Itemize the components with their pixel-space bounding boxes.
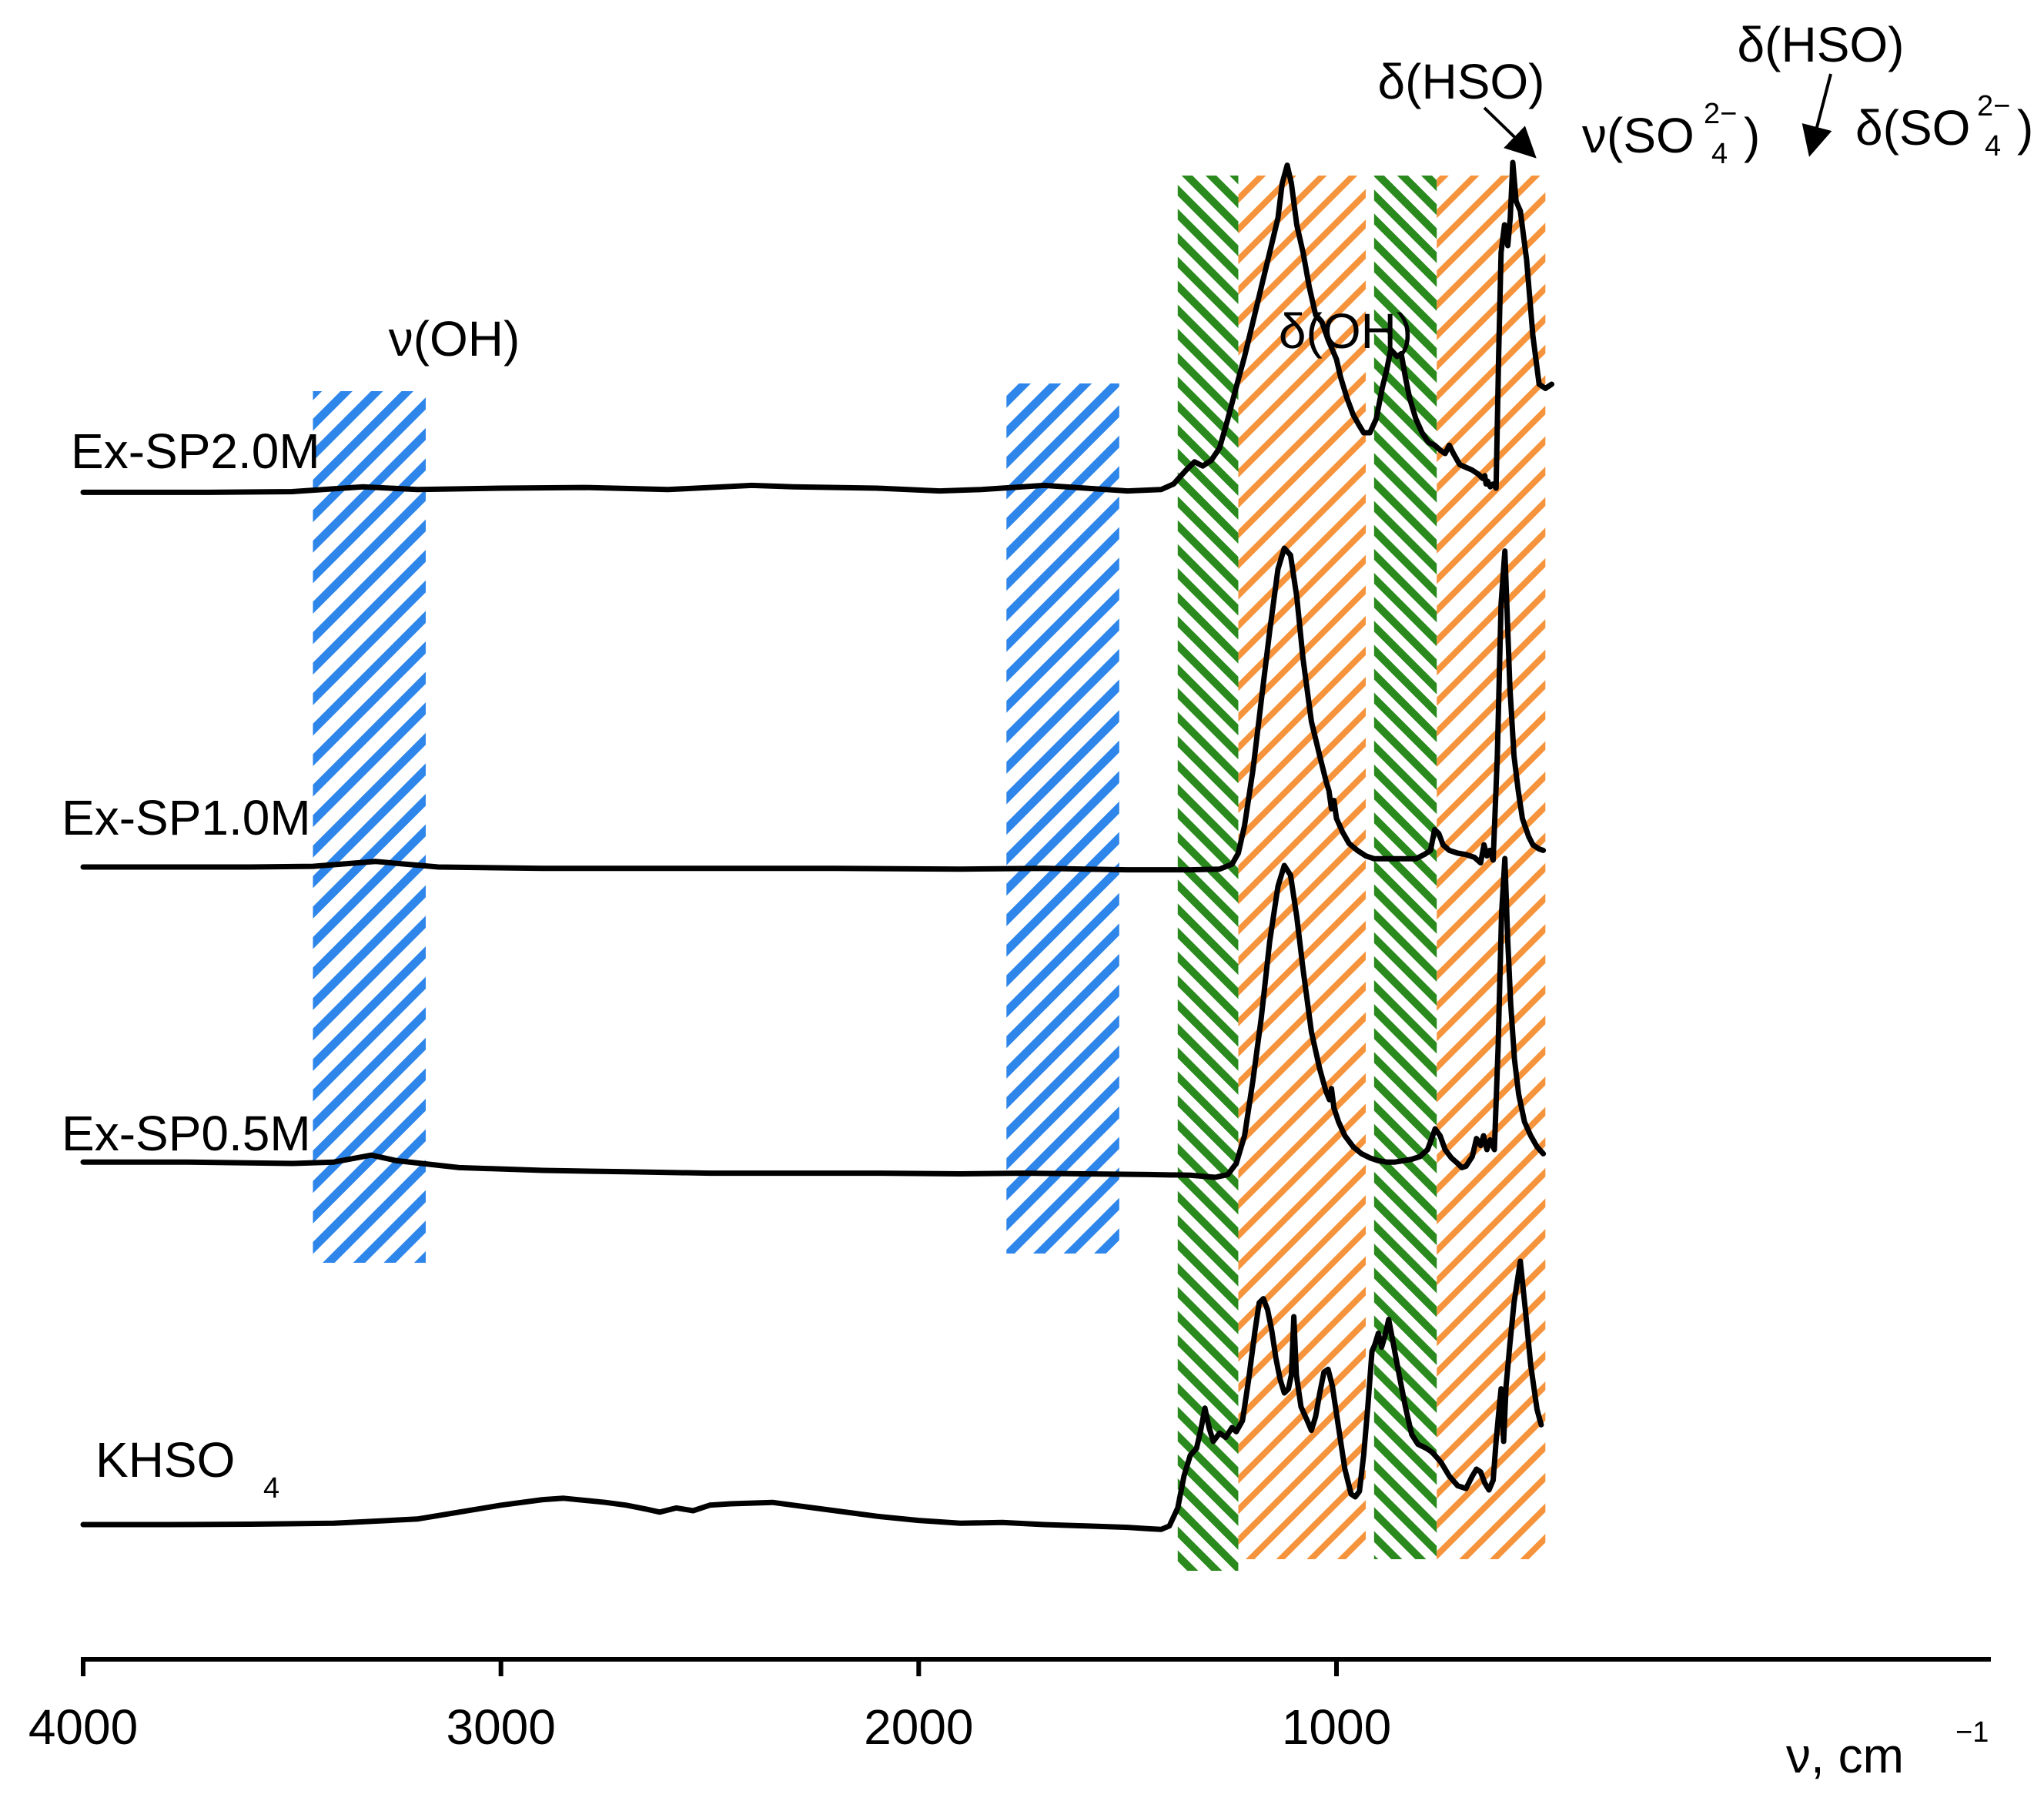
band-label-delta-so4-sub: 4 <box>1985 130 2001 162</box>
band-labels: ν(OH) δ(OH) δ(HSO) δ(HSO) ν(SO 2− 4 ) δ(… <box>389 17 2034 367</box>
x-tick-label-4000: 4000 <box>28 1699 138 1755</box>
band-delta-oh <box>1006 383 1119 1254</box>
band-label-nu-so4: ν(SO 2− 4 ) <box>1582 98 1760 170</box>
band-label-delta-hso-1: δ(HSO) <box>1378 54 1545 109</box>
band-label-nu-oh: ν(OH) <box>389 311 520 367</box>
x-axis-title: ν, cm <box>1786 1728 1904 1783</box>
x-axis-title-sup: −1 <box>1955 1716 1989 1749</box>
spectrum-line-ex-sp1-0m <box>80 545 1547 873</box>
band-label-delta-so4: δ(SO 2− 4 ) <box>1855 90 2033 162</box>
series-labels: Ex-SP2.0M Ex-SP1.0M Ex-SP0.5M KHSO 4 <box>62 423 320 1505</box>
band-label-delta-so4-main: δ(SO <box>1855 100 1970 156</box>
absorption-bands <box>313 176 1546 1571</box>
x-tick-label-2000: 2000 <box>864 1699 973 1755</box>
band-delta-hso-1 <box>1177 176 1239 1571</box>
x-tick-label-3000: 3000 <box>446 1699 555 1755</box>
x-tick-label-1000: 1000 <box>1282 1699 1391 1755</box>
band-nu-so4 <box>1238 176 1366 1559</box>
band-label-delta-so4-sup: 2− <box>1977 90 2010 122</box>
spectrum-line-khso4 <box>80 1258 1544 1532</box>
spectra <box>80 159 1554 1532</box>
x-axis: 4000 3000 2000 1000 ν, cm −1 <box>28 1657 1991 1783</box>
spectrum-line-ex-sp2-0m <box>80 159 1554 495</box>
arrow-delta-hso-2 <box>1801 73 1832 157</box>
series-label-ex-sp2-0m: Ex-SP2.0M <box>71 423 320 479</box>
band-nu-oh <box>313 391 426 1263</box>
spectrum-line-ex-sp0-5m <box>80 855 1547 1180</box>
series-label-ex-sp1-0m: Ex-SP1.0M <box>62 790 311 845</box>
series-label-khso4-sub: 4 <box>263 1472 279 1505</box>
series-label-khso4: KHSO 4 <box>95 1432 279 1505</box>
series-label-khso4-main: KHSO <box>95 1432 235 1488</box>
arrow-delta-hso-1 <box>1483 106 1537 159</box>
band-label-nu-so4-tail: ) <box>1744 108 1760 163</box>
band-label-nu-so4-sup: 2− <box>1704 98 1737 130</box>
band-label-delta-hso-2: δ(HSO) <box>1738 17 1905 72</box>
series-label-ex-sp0-5m: Ex-SP0.5M <box>62 1106 311 1161</box>
band-label-nu-so4-main: ν(SO <box>1582 108 1694 163</box>
band-label-nu-so4-sub: 4 <box>1711 138 1728 170</box>
band-label-delta-so4-tail: ) <box>2017 100 2033 156</box>
